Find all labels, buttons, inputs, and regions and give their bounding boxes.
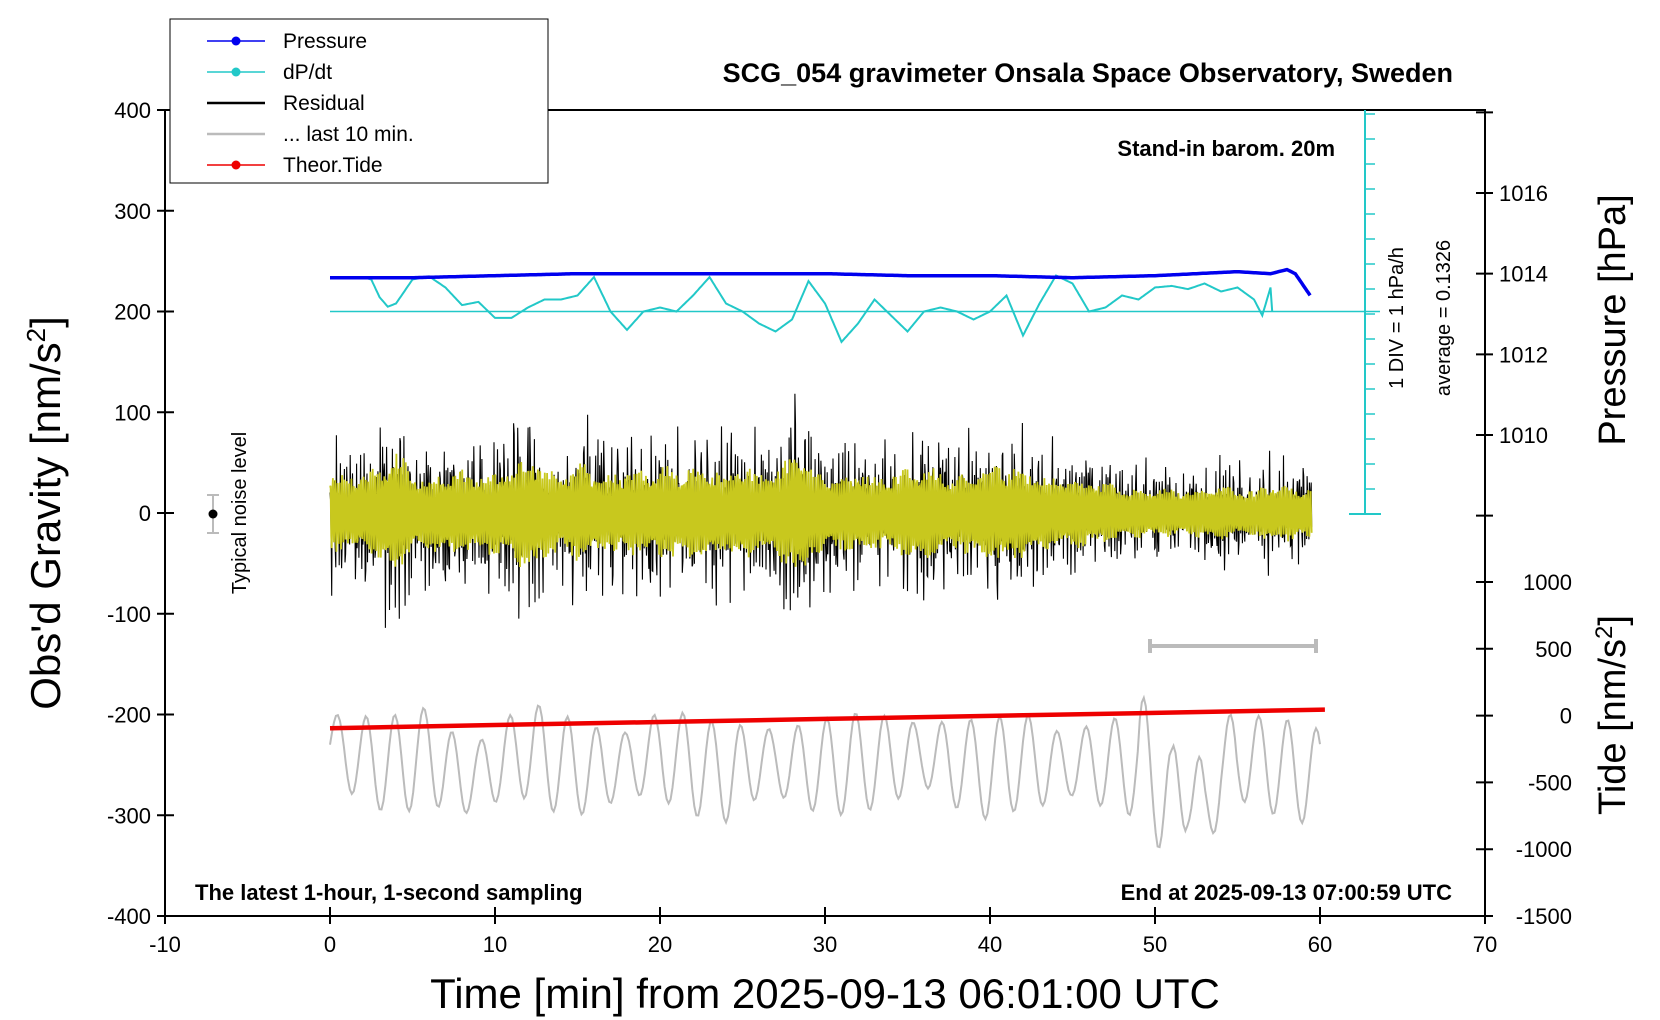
x-tick-label: 60 [1308, 932, 1332, 957]
y-left-tick-label: 300 [114, 199, 151, 224]
y-left-tick-label: 100 [114, 400, 151, 425]
footer-left-annotation: The latest 1-hour, 1-second sampling [195, 880, 583, 905]
y-left-tick-label: 400 [114, 98, 151, 123]
y-left-tick-label: -300 [107, 803, 151, 828]
legend-entry: Pressure [207, 30, 367, 53]
legend-marker [231, 36, 241, 46]
y-left-label-close: ] [22, 316, 69, 328]
x-axis-ticks: -10 0 10 20 30 40 50 60 70 [149, 907, 1497, 957]
y-axis-left-label: Obs'd Gravity [nm/s2] [21, 316, 69, 710]
legend-marker [231, 160, 241, 170]
pressure-tick-label: 1016 [1499, 181, 1548, 206]
tide-tick-label: 500 [1535, 637, 1572, 662]
last-10-min-span [1148, 639, 1318, 653]
y-left-tick-label: 0 [139, 501, 151, 526]
chart-title: SCG_054 gravimeter Onsala Space Observat… [723, 58, 1453, 88]
footer-right-annotation: End at 2025-09-13 07:00:59 UTC [1121, 880, 1452, 905]
y-axis-left-ticks: 400 300 200 100 0 -100 -200 -300 -400 [107, 98, 174, 929]
y-axis-pressure-label: Pressure [hPa] [1592, 194, 1634, 445]
legend-label: ... last 10 min. [283, 123, 414, 146]
tide-tick-label: -500 [1528, 770, 1572, 795]
y-left-tick-label: -400 [107, 904, 151, 929]
y-left-tick-label: -200 [107, 703, 151, 728]
residual-filtered-line [329, 453, 1313, 568]
x-tick-label: 0 [324, 932, 336, 957]
legend-items: Pressure dP/dt Residual ... last 10 min. The… [207, 30, 414, 177]
legend-label: Residual [283, 92, 365, 115]
legend-entry: Theor.Tide [207, 154, 383, 177]
noise-dot [208, 509, 218, 519]
pressure-tick-label: 1014 [1499, 262, 1548, 287]
tide-tick-label: 0 [1560, 704, 1572, 729]
legend-entry: ... last 10 min. [207, 123, 414, 146]
legend-entry: Residual [207, 92, 365, 115]
x-tick-label: 40 [978, 932, 1002, 957]
y-left-tick-label: -100 [107, 602, 151, 627]
y-left-tick-label: 200 [114, 300, 151, 325]
legend-marker [231, 67, 241, 77]
legend-label: dP/dt [283, 61, 332, 84]
tide-tick-label: -1500 [1516, 904, 1572, 929]
legend: Pressure dP/dt Residual ... last 10 min. The… [169, 18, 549, 184]
tide-label-text: Tide [nm/s [1592, 639, 1634, 815]
noise-level-label: Typical noise level [229, 432, 251, 594]
legend-box [169, 18, 549, 184]
tide-label-sup: 2 [1591, 626, 1618, 639]
x-tick-label: 10 [483, 932, 507, 957]
series-layer [329, 267, 1380, 849]
div-label: 1 DIV = 1 hPa/h [1386, 247, 1408, 389]
y-left-label-text: Obs'd Gravity [nm/s [22, 342, 69, 709]
tide-axis-ticks: 1000 500 0 -500 -1000 -1500 [1476, 570, 1572, 929]
x-tick-label: 20 [648, 932, 672, 957]
tide-tick-label: 1000 [1523, 570, 1572, 595]
tide-label-close: ] [1592, 615, 1634, 626]
last-10-min-line [329, 694, 1321, 849]
y-left-label-sup: 2 [21, 328, 51, 342]
average-label: average = 0.1326 [1433, 240, 1455, 396]
pressure-line [330, 267, 1312, 297]
x-axis-label: Time [min] from 2025-09-13 06:01:00 UTC [430, 970, 1220, 1017]
dpdt-line [362, 274, 1274, 344]
legend-label: Theor.Tide [283, 154, 383, 177]
theor-tide-line [329, 707, 1325, 731]
legend-label: Pressure [283, 30, 367, 53]
x-tick-label: 70 [1473, 932, 1497, 957]
pressure-axis-ticks: 1016 1014 1012 1010 [1476, 111, 1548, 517]
tide-tick-label: -1000 [1516, 837, 1572, 862]
x-tick-label: 50 [1143, 932, 1167, 957]
x-tick-label: 30 [813, 932, 837, 957]
barometer-annotation: Stand-in barom. 20m [1117, 136, 1335, 161]
x-tick-label: -10 [149, 932, 181, 957]
pressure-tick-label: 1010 [1499, 423, 1548, 448]
noise-level-indicator [207, 494, 219, 534]
pressure-tick-label: 1012 [1499, 342, 1548, 367]
legend-entry: dP/dt [207, 61, 332, 84]
y-axis-tide-label: Tide [nm/s2] [1591, 615, 1635, 815]
